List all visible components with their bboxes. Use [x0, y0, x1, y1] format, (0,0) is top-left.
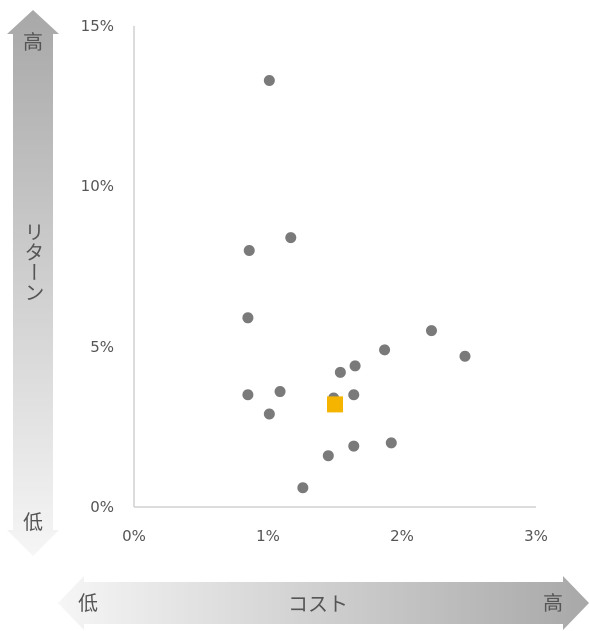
data-point [274, 386, 286, 398]
highlight-point [327, 396, 343, 413]
x-tick-label: 3% [524, 527, 548, 545]
data-point [349, 360, 361, 372]
y-tick-label: 0% [90, 498, 114, 516]
data-point [297, 482, 309, 494]
data-point [459, 350, 471, 362]
y-tick-label: 10% [81, 177, 114, 195]
data-point [285, 232, 297, 244]
data-point [322, 450, 334, 462]
data-point [425, 325, 437, 337]
y-tick-labels: 0% 5% 10% 15% [81, 17, 114, 516]
data-point [348, 389, 360, 401]
x-tick-labels: 0% 1% 2% 3% [122, 527, 548, 545]
x-tick-label: 2% [390, 527, 414, 545]
y-arrow-low-label: 低 [23, 510, 43, 534]
data-point [385, 437, 397, 449]
data-point [242, 389, 254, 401]
y-arrow-axis-label: リターン [21, 222, 45, 302]
data-point [243, 244, 255, 256]
data-point [242, 312, 254, 324]
y-tick-label: 15% [81, 17, 114, 35]
y-axis-arrow [7, 10, 59, 556]
data-point [263, 408, 275, 420]
y-tick-label: 5% [90, 338, 114, 356]
x-tick-label: 0% [122, 527, 146, 545]
x-arrow-low-label: 低 [78, 591, 98, 615]
data-points [242, 75, 471, 494]
data-point [334, 366, 346, 378]
data-point [263, 75, 275, 87]
x-arrow-high-label: 高 [543, 591, 563, 615]
x-arrow-axis-label: コスト [288, 592, 348, 616]
x-tick-label: 1% [256, 527, 280, 545]
x-axis-arrow [58, 576, 589, 630]
data-point [379, 344, 391, 356]
y-arrow-high-label: 高 [23, 30, 43, 54]
data-point [348, 440, 360, 452]
